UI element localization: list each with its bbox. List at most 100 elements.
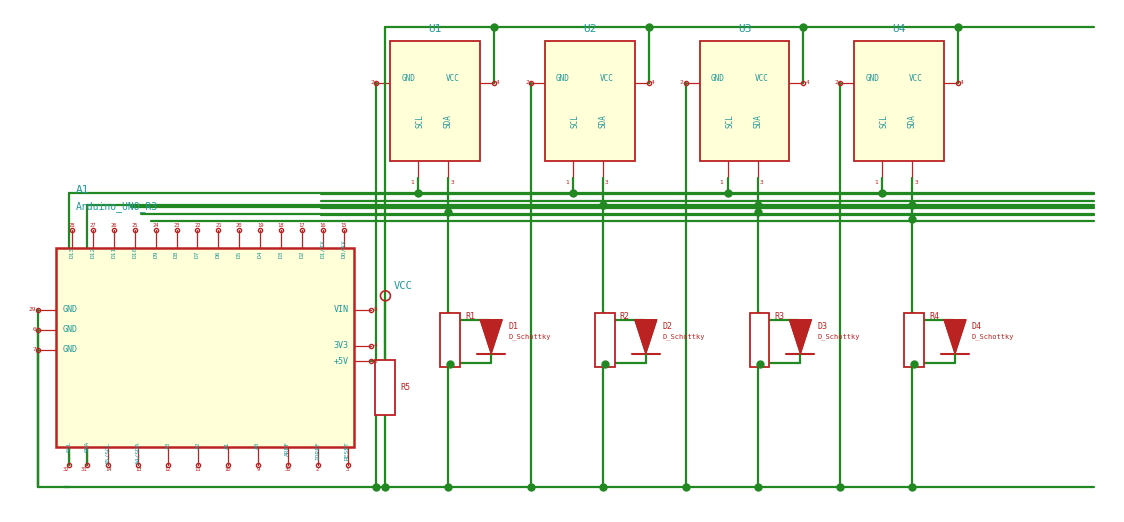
Text: GND: GND: [62, 345, 78, 354]
Text: 4: 4: [496, 80, 500, 86]
Text: 22: 22: [194, 223, 201, 228]
Text: D_Schottky: D_Schottky: [663, 334, 705, 340]
Text: D4: D4: [257, 251, 263, 258]
Text: D_Schottky: D_Schottky: [508, 334, 551, 340]
Text: D11: D11: [111, 247, 117, 258]
Text: 3: 3: [914, 181, 918, 185]
Text: SDA: SDA: [753, 114, 762, 128]
Text: Arduino_UNO_R3: Arduino_UNO_R3: [76, 201, 158, 212]
Bar: [545, 41, 635, 161]
Text: SCL: SCL: [725, 114, 734, 128]
Text: SDA: SDA: [908, 114, 917, 128]
Text: 2: 2: [834, 80, 839, 86]
Text: 5: 5: [373, 359, 378, 364]
Text: D8: D8: [174, 251, 179, 258]
Text: 6: 6: [33, 327, 36, 332]
Text: 18: 18: [278, 223, 284, 228]
Text: 14: 14: [105, 467, 111, 472]
Text: 28: 28: [69, 223, 75, 228]
Text: VCC: VCC: [754, 75, 769, 84]
Bar: [854, 41, 944, 161]
Text: SCL: SCL: [880, 114, 889, 128]
Text: 3: 3: [605, 181, 609, 185]
Text: 2: 2: [525, 80, 529, 86]
Text: IOREF: IOREF: [315, 441, 320, 460]
Text: D3: D3: [817, 322, 827, 330]
Text: GND: GND: [62, 325, 78, 334]
Text: A3: A3: [165, 441, 171, 448]
Text: GND: GND: [710, 75, 725, 84]
Text: 20: 20: [236, 223, 243, 228]
Text: 19: 19: [256, 223, 263, 228]
Text: U1: U1: [428, 24, 442, 34]
Text: D12: D12: [91, 247, 96, 258]
Text: D1: D1: [508, 322, 518, 330]
Polygon shape: [480, 319, 502, 353]
Text: 11: 11: [194, 467, 201, 472]
Text: A4/SDA: A4/SDA: [136, 441, 140, 464]
Text: 4: 4: [960, 80, 963, 86]
Text: 3V3: 3V3: [334, 341, 348, 350]
Text: R1: R1: [465, 312, 475, 321]
Text: 13: 13: [135, 467, 142, 472]
Text: D_Schottky: D_Schottky: [817, 334, 860, 340]
Text: AREF: AREF: [285, 441, 290, 456]
Text: VCC: VCC: [600, 75, 614, 84]
Text: R4: R4: [930, 312, 939, 321]
Text: A2: A2: [196, 441, 200, 448]
Text: D5: D5: [237, 251, 242, 258]
Text: D3: D3: [279, 251, 283, 258]
Text: D2: D2: [663, 322, 673, 330]
Text: VCC: VCC: [445, 75, 460, 84]
Text: SDA: SDA: [598, 114, 607, 128]
Text: 2: 2: [371, 80, 374, 86]
Text: A5/SCL: A5/SCL: [106, 441, 110, 464]
Text: 7: 7: [33, 347, 36, 352]
Text: A0: A0: [255, 441, 261, 448]
Bar: [441, 313, 460, 367]
Text: SCL: SCL: [416, 114, 425, 128]
Text: DO/RX: DO/RX: [341, 239, 346, 258]
Text: 30: 30: [284, 467, 291, 472]
Text: R3: R3: [774, 312, 785, 321]
Text: R5: R5: [400, 383, 410, 392]
Text: 27: 27: [90, 223, 97, 228]
Text: 21: 21: [215, 223, 221, 228]
Text: 2: 2: [680, 80, 683, 86]
Text: R2: R2: [619, 312, 629, 321]
Text: 4: 4: [651, 80, 654, 86]
Text: D2: D2: [299, 251, 305, 258]
Text: 1: 1: [565, 181, 569, 185]
Text: GND: GND: [556, 75, 570, 84]
Text: VCC: VCC: [393, 281, 413, 291]
Text: D4: D4: [972, 322, 982, 330]
Text: 8: 8: [373, 307, 378, 312]
Bar: [375, 361, 396, 415]
Text: 24: 24: [153, 223, 158, 228]
Text: 1: 1: [719, 181, 724, 185]
Text: GND: GND: [401, 75, 416, 84]
Text: SCL: SCL: [66, 441, 72, 452]
Text: SCL: SCL: [571, 114, 580, 128]
Text: U2: U2: [583, 24, 597, 34]
Text: 29: 29: [29, 307, 36, 312]
Text: 16: 16: [319, 223, 326, 228]
Text: +5V: +5V: [334, 357, 348, 366]
Bar: [390, 41, 480, 161]
Text: VIN: VIN: [334, 305, 348, 314]
Text: GND: GND: [865, 75, 879, 84]
Text: 4: 4: [373, 343, 378, 348]
Text: RESET: RESET: [345, 441, 350, 460]
Text: 10: 10: [225, 467, 232, 472]
Text: 15: 15: [341, 223, 347, 228]
Text: 12: 12: [165, 467, 171, 472]
Text: GND: GND: [62, 305, 78, 314]
Polygon shape: [635, 319, 656, 353]
Text: 1: 1: [874, 181, 878, 185]
Text: U4: U4: [892, 24, 906, 34]
Text: D7: D7: [194, 251, 200, 258]
Bar: [750, 313, 770, 367]
Text: 32: 32: [63, 467, 70, 472]
Text: D9: D9: [153, 251, 158, 258]
Bar: [699, 41, 789, 161]
